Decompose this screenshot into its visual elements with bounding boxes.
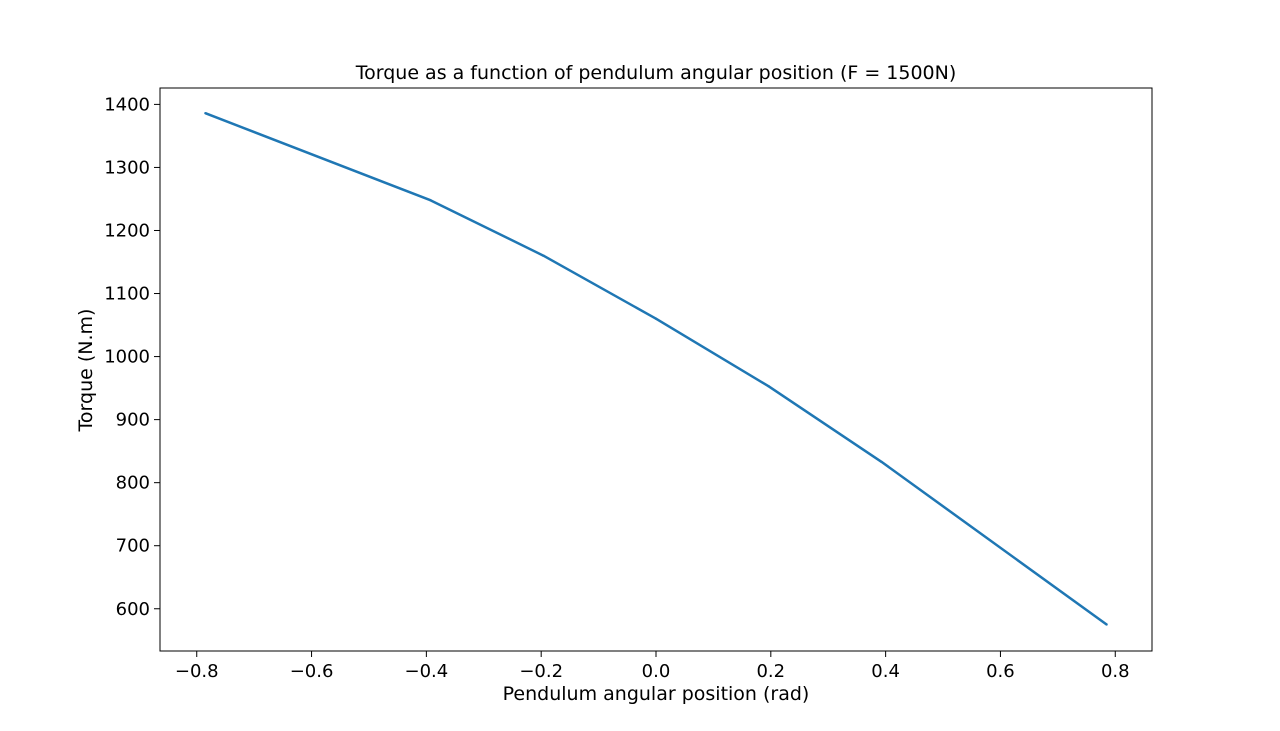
x-tick-label: 0.2	[756, 661, 785, 682]
series-point	[542, 254, 545, 257]
x-axis-title: Pendulum angular position (rad)	[503, 683, 810, 705]
chart-title: Torque as a function of pendulum angular…	[355, 62, 957, 84]
series-point	[654, 317, 658, 320]
y-tick-label: 1100	[104, 284, 150, 305]
x-tick-label: 0.0	[642, 661, 671, 682]
y-tick-label: 700	[116, 536, 150, 557]
x-tick-label: 0.4	[871, 661, 900, 682]
y-tick-label: 800	[116, 473, 150, 494]
y-tick-label: 900	[116, 410, 150, 431]
x-tick-label: −0.4	[405, 661, 449, 682]
series-point	[880, 460, 883, 464]
y-tick-label: 1200	[104, 220, 150, 241]
series-point	[429, 199, 432, 202]
y-tick-label: 1400	[104, 94, 150, 115]
plot-area	[160, 88, 1152, 651]
series-point	[1105, 623, 1108, 626]
series-point	[204, 112, 207, 115]
series-layer	[204, 112, 1108, 626]
x-tick-label: 0.8	[1101, 661, 1130, 682]
y-tick-label: 1000	[104, 347, 150, 368]
x-tick-label: −0.2	[519, 661, 563, 682]
y-tick-label: 1300	[104, 157, 150, 178]
y-axis-ticks: 600 700 800 900 1000 1100 1200 1300 1400	[104, 94, 160, 620]
x-tick-label: 0.6	[986, 661, 1015, 682]
series-point	[767, 385, 770, 388]
y-axis-title: Torque (N.m)	[75, 309, 97, 433]
x-axis-ticks: −0.8 −0.6 −0.4 −0.2 0.0 0.2 0.4 0.6 0.8	[175, 651, 1130, 682]
x-tick-label: −0.6	[290, 661, 334, 682]
y-tick-label: 600	[116, 599, 150, 620]
x-tick-label: −0.8	[175, 661, 219, 682]
